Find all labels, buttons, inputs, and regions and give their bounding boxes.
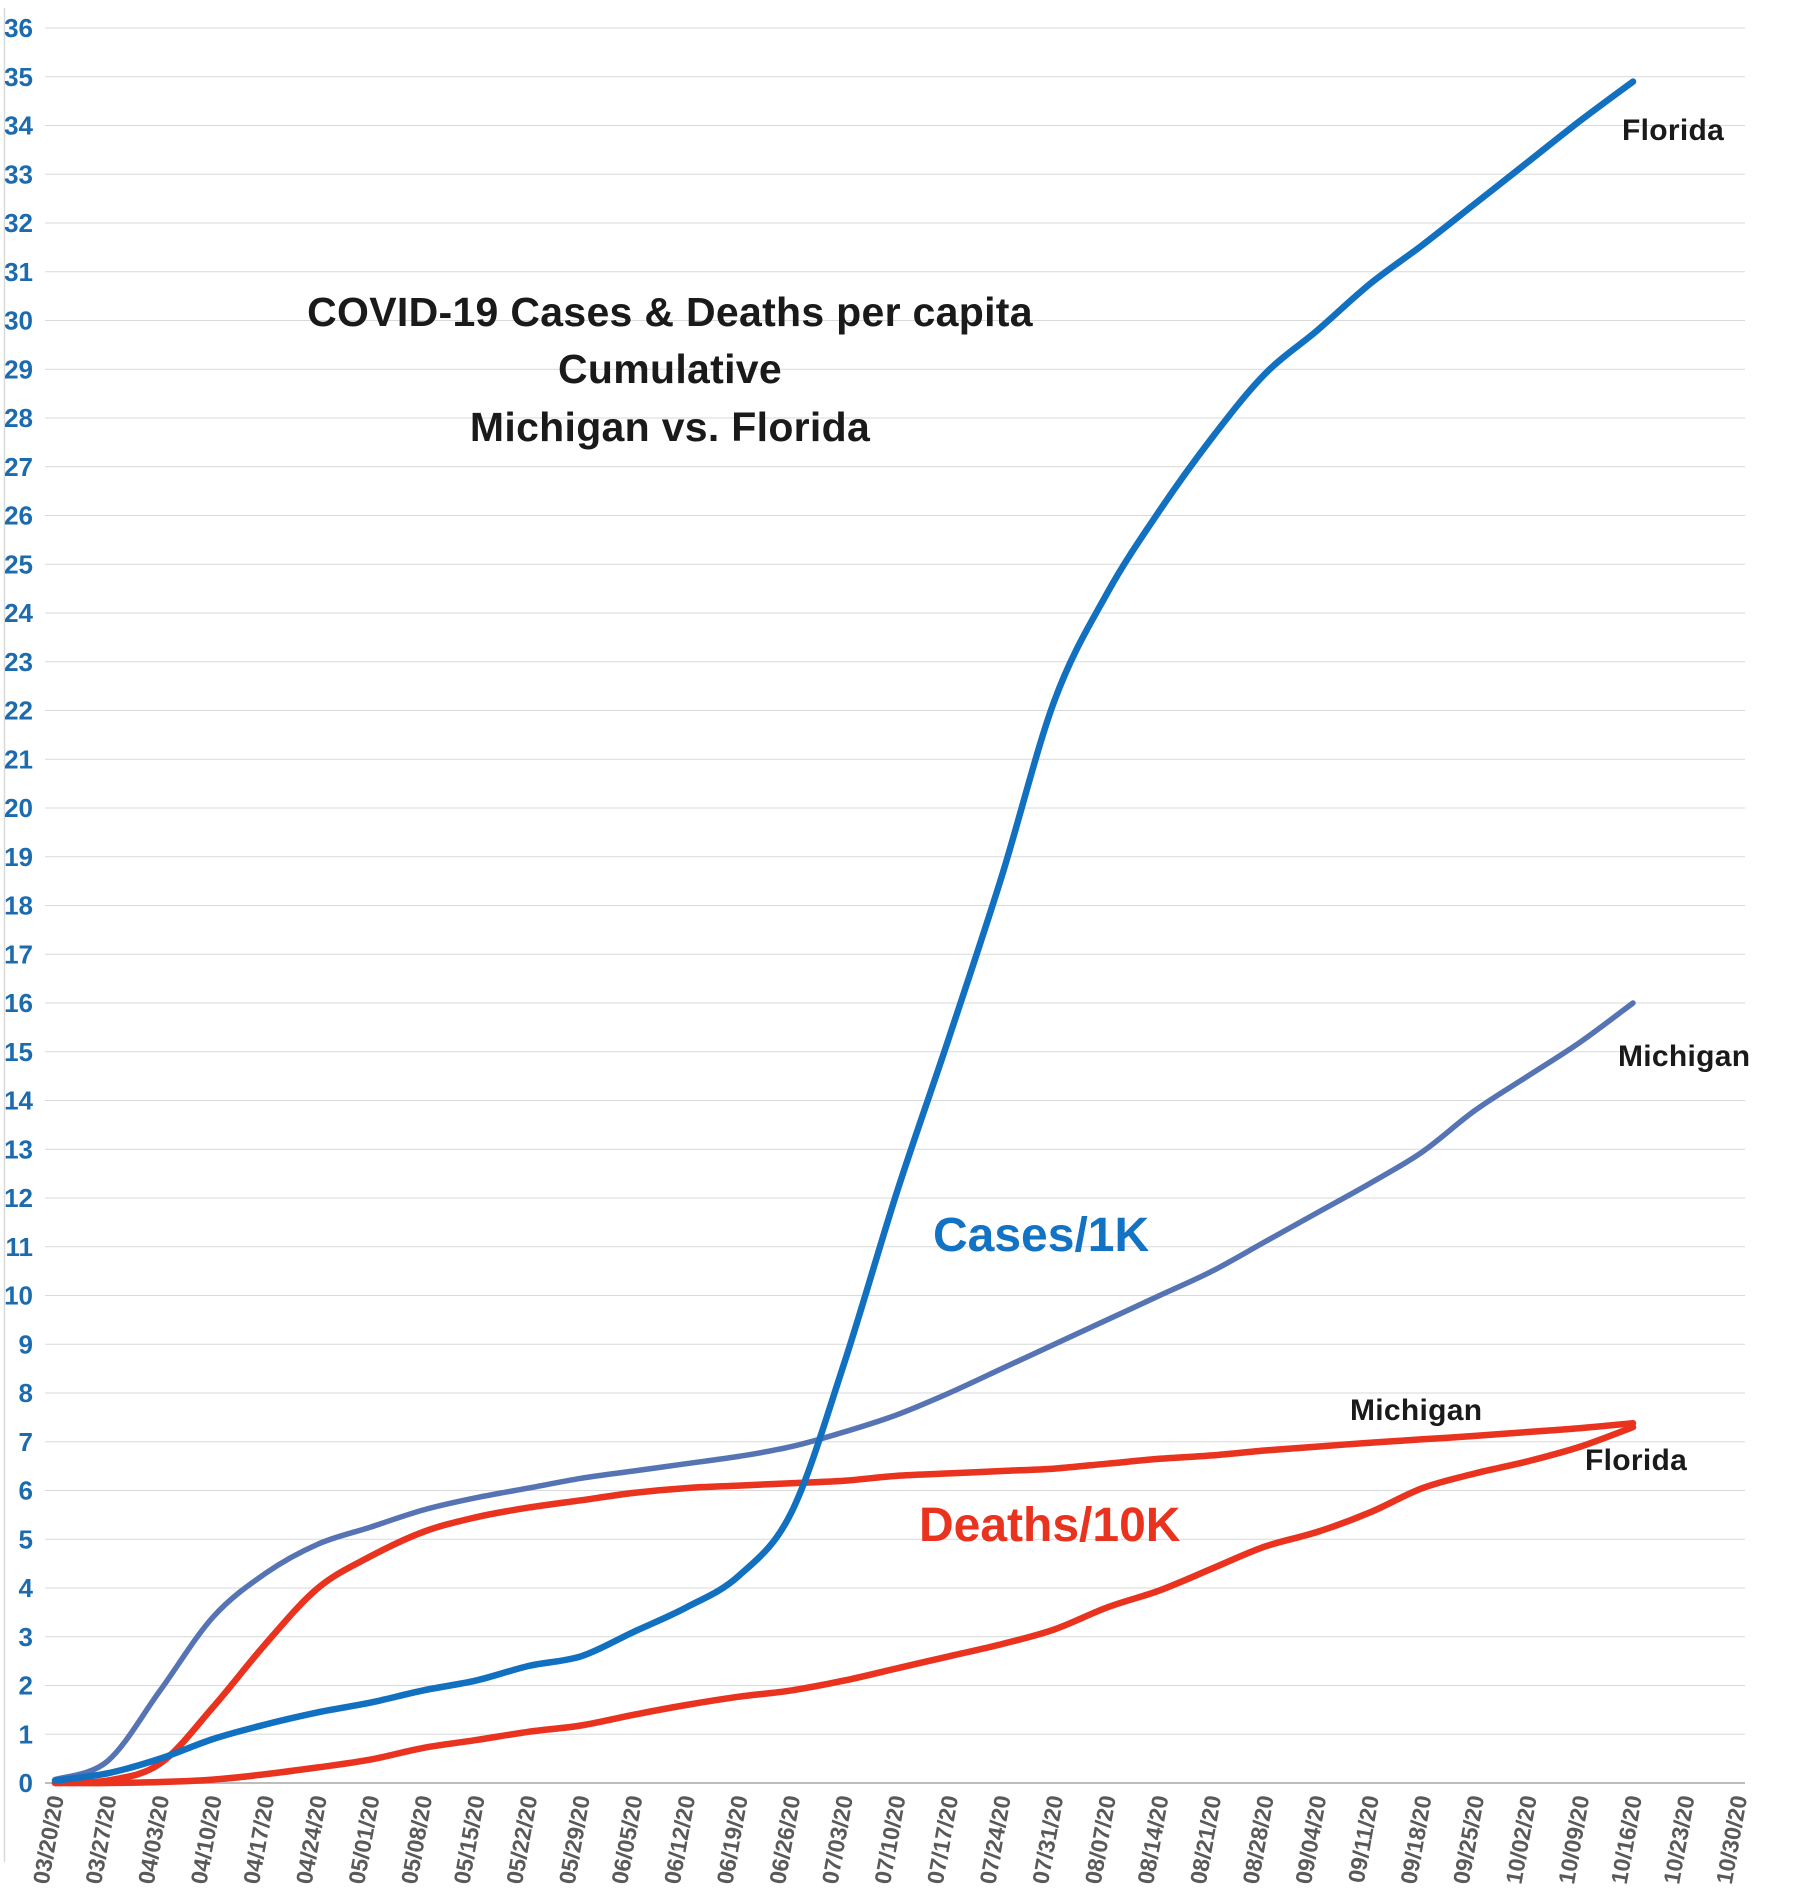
x-tick-label: 10/16/20: [1606, 1793, 1647, 1886]
x-tick-label: 08/14/20: [1132, 1793, 1173, 1886]
series-line-florida_cases: [51, 78, 1637, 1784]
x-tick-label: 05/15/20: [449, 1793, 490, 1886]
cases-series-group-label: Cases/1K: [933, 1209, 1150, 1262]
x-tick-label: 10/23/20: [1658, 1793, 1699, 1886]
x-tick-label: 07/31/20: [1027, 1793, 1068, 1886]
chart-title-line-2: Cumulative: [557, 346, 782, 393]
y-tick-label: 19: [4, 842, 33, 872]
x-tick-label: 07/10/20: [869, 1793, 910, 1886]
y-tick-label: 6: [19, 1476, 33, 1506]
y-tick-label: 31: [4, 257, 33, 287]
chart-title-line-3: Michigan vs. Florida: [469, 403, 871, 450]
y-tick-label: 36: [4, 13, 33, 43]
y-tick-label: 24: [4, 598, 33, 628]
y-tick-label: 11: [6, 1232, 34, 1262]
y-tick-label: 33: [4, 159, 33, 189]
x-tick-label: 07/24/20: [975, 1793, 1016, 1886]
y-tick-label: 9: [19, 1329, 33, 1359]
x-tick-label: 10/30/20: [1711, 1793, 1752, 1886]
y-tick-label: 27: [4, 452, 33, 482]
x-tick-label: 05/29/20: [554, 1793, 595, 1886]
x-tick-label: 06/05/20: [606, 1793, 647, 1886]
y-tick-label: 3: [19, 1622, 33, 1652]
y-tick-label: 0: [19, 1768, 33, 1798]
x-tick-label: 07/17/20: [922, 1793, 963, 1886]
x-tick-label: 10/02/20: [1501, 1793, 1542, 1886]
x-tick-label: 06/26/20: [764, 1793, 805, 1886]
series-line-florida_deaths: [51, 1423, 1637, 1787]
y-tick-label: 17: [4, 939, 33, 969]
y-tick-label: 23: [4, 647, 33, 677]
x-tick-label: 05/08/20: [396, 1793, 437, 1886]
y-tick-label: 22: [4, 696, 33, 726]
michigan-deaths-end-label: Michigan: [1350, 1394, 1483, 1427]
x-tick-label: 05/01/20: [343, 1793, 384, 1886]
y-tick-label: 16: [4, 988, 33, 1018]
series-line-michigan_cases: [52, 1000, 1636, 1783]
y-tick-label: 25: [4, 549, 33, 579]
x-tick-label: 03/20/20: [28, 1793, 69, 1886]
y-tick-label: 13: [4, 1134, 33, 1164]
y-tick-label: 12: [4, 1183, 33, 1213]
x-tick-label: 04/03/20: [133, 1793, 174, 1886]
x-tick-label: 09/04/20: [1290, 1793, 1331, 1886]
deaths-series-group-label: Deaths/10K: [919, 1499, 1181, 1552]
y-tick-label: 4: [19, 1573, 34, 1603]
y-tick-label: 18: [4, 891, 33, 921]
x-tick-label: 03/27/20: [80, 1793, 121, 1886]
florida-deaths-end-label: Florida: [1585, 1444, 1688, 1477]
y-tick-label: 5: [19, 1524, 33, 1554]
x-tick-label: 05/22/20: [501, 1793, 542, 1886]
chart-title-line-1: COVID-19 Cases & Deaths per capita: [307, 289, 1033, 335]
florida-cases-end-label: Florida: [1622, 114, 1725, 147]
y-tick-label: 20: [4, 793, 33, 823]
x-tick-label: 08/07/20: [1080, 1793, 1121, 1886]
y-tick-label: 29: [4, 354, 33, 384]
y-tick-label: 28: [4, 403, 33, 433]
y-tick-label: 1: [19, 1719, 33, 1749]
y-tick-label: 8: [19, 1378, 33, 1408]
y-tick-label: 2: [19, 1671, 33, 1701]
y-tick-label: 21: [4, 744, 33, 774]
x-tick-label: 06/19/20: [712, 1793, 753, 1886]
y-tick-label: 15: [4, 1037, 33, 1067]
series-line-michigan_deaths: [51, 1419, 1637, 1787]
x-tick-label: 09/18/20: [1395, 1793, 1436, 1886]
x-tick-label: 04/10/20: [186, 1793, 227, 1886]
x-tick-label: 06/12/20: [659, 1793, 700, 1886]
x-tick-label: 08/21/20: [1185, 1793, 1226, 1886]
y-tick-label: 14: [4, 1086, 33, 1116]
y-tick-label: 26: [4, 501, 33, 531]
x-tick-label: 04/17/20: [238, 1793, 279, 1886]
x-tick-label: 07/03/20: [817, 1793, 858, 1886]
y-tick-label: 7: [19, 1427, 33, 1457]
y-tick-label: 32: [4, 208, 33, 238]
x-tick-label: 10/09/20: [1553, 1793, 1594, 1886]
x-tick-label: 08/28/20: [1238, 1793, 1279, 1886]
x-tick-label: 09/25/20: [1448, 1793, 1489, 1886]
y-tick-label: 10: [4, 1281, 33, 1311]
x-tick-label: 04/24/20: [291, 1793, 332, 1886]
chart-title: COVID-19 Cases & Deaths per capita Cumul…: [307, 284, 1033, 456]
michigan-cases-end-label: Michigan: [1618, 1040, 1751, 1073]
y-tick-label: 35: [4, 62, 33, 92]
y-tick-label: 34: [4, 111, 33, 141]
x-tick-label: 09/11/20: [1343, 1793, 1384, 1884]
y-tick-label: 30: [4, 306, 33, 336]
